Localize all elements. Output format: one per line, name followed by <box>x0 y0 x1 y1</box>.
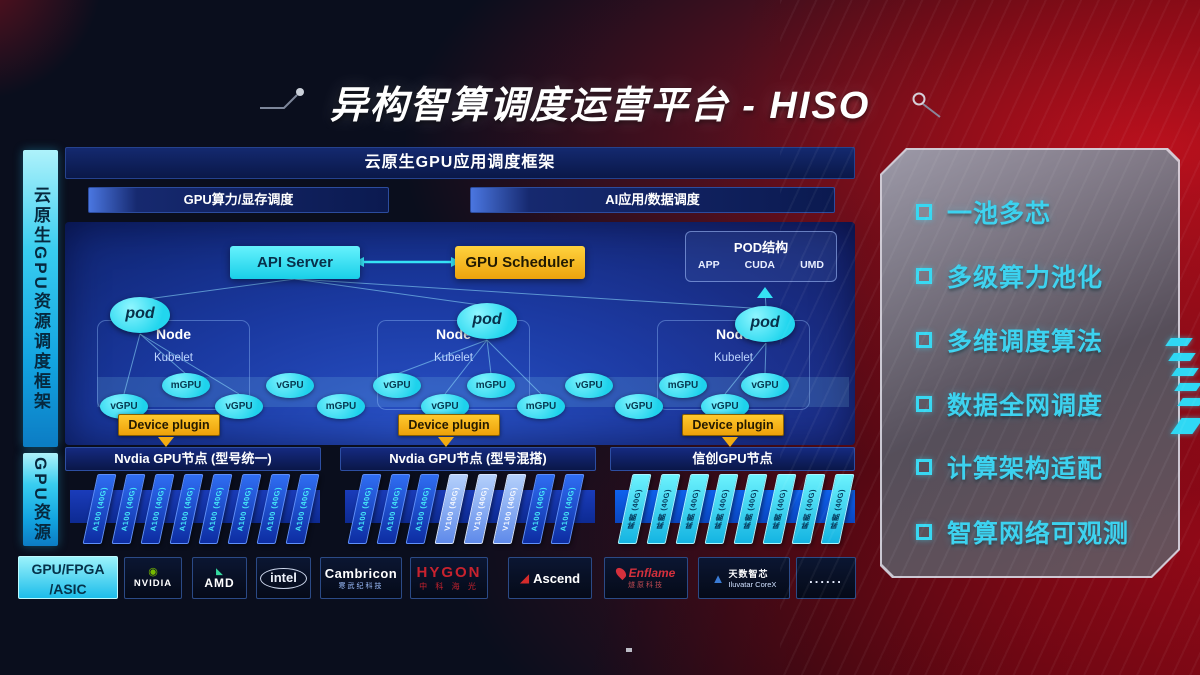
feature-item: 智算网络可观测 <box>916 514 1129 550</box>
page-title: 异构智算调度运营平台 - HISO <box>329 85 871 127</box>
device-plugin-arrow-3 <box>722 437 738 447</box>
hazard-stripe <box>1171 368 1199 376</box>
gpu-unit-ellipse: mGPU <box>517 394 565 419</box>
kubelet-label-3: Kubelet <box>713 352 753 364</box>
framework-header: 云原生GPU应用调度框架 <box>65 147 855 179</box>
logo-cambricon: Cambricon 寒武纪科技 <box>320 557 402 599</box>
node-box-1 <box>97 320 250 410</box>
hazard-stripe <box>1168 353 1196 361</box>
subbar-gpu-compute: GPU算力/显存调度 <box>88 187 389 213</box>
logo-ascend: ◢ Ascend <box>508 557 592 599</box>
hazard-stripe <box>1174 383 1200 391</box>
logo-amd: ◣ AMD <box>192 557 247 599</box>
device-plugin-3: Device plugin <box>682 414 784 436</box>
pod-ellipse-1: pod <box>110 297 170 333</box>
circuit-decor-left <box>260 88 304 109</box>
pod-struct-umd: UMD <box>800 259 824 271</box>
logo-intel: intel <box>256 557 311 599</box>
gpu-unit-ellipse: vGPU <box>373 373 421 398</box>
nvidia-icon: ◉ <box>148 566 158 578</box>
logo-enflame: Enflame 燧原科技 <box>604 557 688 599</box>
pod-struct-arrow-up <box>757 287 773 298</box>
device-plugin-arrow-2 <box>438 437 454 447</box>
kubelet-label-2: Kubelet <box>433 352 473 364</box>
gpu-unit-ellipse: vGPU <box>741 373 789 398</box>
node-label-1: Node <box>156 326 191 342</box>
gpu-scheduler-box: GPU Scheduler <box>455 246 585 279</box>
device-plugin-2: Device plugin <box>398 414 500 436</box>
logo-nvidia: ◉ NVIDIA <box>124 557 182 599</box>
gpu-node-bar-1: Nvdia GPU节点 (型号统一) <box>65 447 321 471</box>
feature-item: 一池多芯 <box>916 194 1051 230</box>
gpu-unit-ellipse: vGPU <box>266 373 314 398</box>
kubelet-label-1: Kubelet <box>153 352 193 364</box>
gpu-unit-ellipse: mGPU <box>467 373 515 398</box>
gpu-unit-ellipse: mGPU <box>162 373 210 398</box>
enflame-icon <box>613 565 628 581</box>
device-plugin-arrow-1 <box>158 437 174 447</box>
footer-mark <box>626 648 632 652</box>
square-bullet-icon <box>916 396 932 412</box>
pod-struct-cuda: CUDA <box>744 259 775 271</box>
pod-struct-app: APP <box>698 259 720 271</box>
feature-panel-bg <box>882 150 1178 576</box>
device-plugin-1: Device plugin <box>118 414 220 436</box>
feature-panel: 一池多芯 多级算力池化 多维调度算法 数据全网调度 计算架构适配 智算网络可观测 <box>880 148 1180 578</box>
pod-struct-title: POD结构 <box>733 240 789 255</box>
chip-line2: /ASIC <box>49 580 87 597</box>
square-bullet-icon <box>916 204 932 220</box>
square-bullet-icon <box>916 524 932 540</box>
logo-hygon: HYGON 中 科 海 光 <box>410 557 488 599</box>
feature-item: 多维调度算法 <box>916 322 1103 358</box>
feature-item: 数据全网调度 <box>916 386 1103 422</box>
sidebar-label-framework: 云原生GPU资源调度框架 <box>23 150 58 447</box>
gpu-unit-ellipse: mGPU <box>317 394 365 419</box>
square-bullet-icon <box>916 332 932 348</box>
ascend-icon: ◢ <box>519 571 530 585</box>
logo-iluvatar: ▲ 天数智芯 Iluvatar CoreX <box>698 557 790 599</box>
feature-item: 计算架构适配 <box>916 449 1103 485</box>
square-bullet-icon <box>916 268 932 284</box>
chip-types-box: GPU/FPGA /ASIC <box>18 556 118 599</box>
square-bullet-icon <box>916 459 932 475</box>
api-server-box: API Server <box>230 246 360 279</box>
pod-struct-box: POD结构 APP CUDA UMD <box>685 231 837 282</box>
chip-line1: GPU/FPGA <box>31 561 105 577</box>
gpu-unit-ellipse: vGPU <box>215 394 263 419</box>
feature-item: 多级算力池化 <box>916 258 1103 294</box>
sidebar-label-gpu-resources: GPU资源 <box>23 453 58 546</box>
iluvatar-icon: ▲ <box>711 570 725 586</box>
logo-more: ...... <box>796 557 856 599</box>
gpu-unit-ellipse: vGPU <box>565 373 613 398</box>
hazard-stripe <box>1177 398 1200 406</box>
subbar-ai-data: AI应用/数据调度 <box>470 187 835 213</box>
connection-lines <box>123 257 767 395</box>
pod-ellipse-2: pod <box>457 303 517 339</box>
gpu-node-bar-2: Nvdia GPU节点 (型号混搭) <box>340 447 596 471</box>
gpu-node-bar-3: 信创GPU节点 <box>610 447 855 471</box>
hazard-stripe <box>1165 338 1193 346</box>
amd-icon: ◣ <box>216 565 223 576</box>
gpu-unit-ellipse: vGPU <box>615 394 663 419</box>
pod-ellipse-3: pod <box>735 306 795 342</box>
circuit-decor-right <box>912 92 941 118</box>
gpu-unit-ellipse: mGPU <box>659 373 707 398</box>
